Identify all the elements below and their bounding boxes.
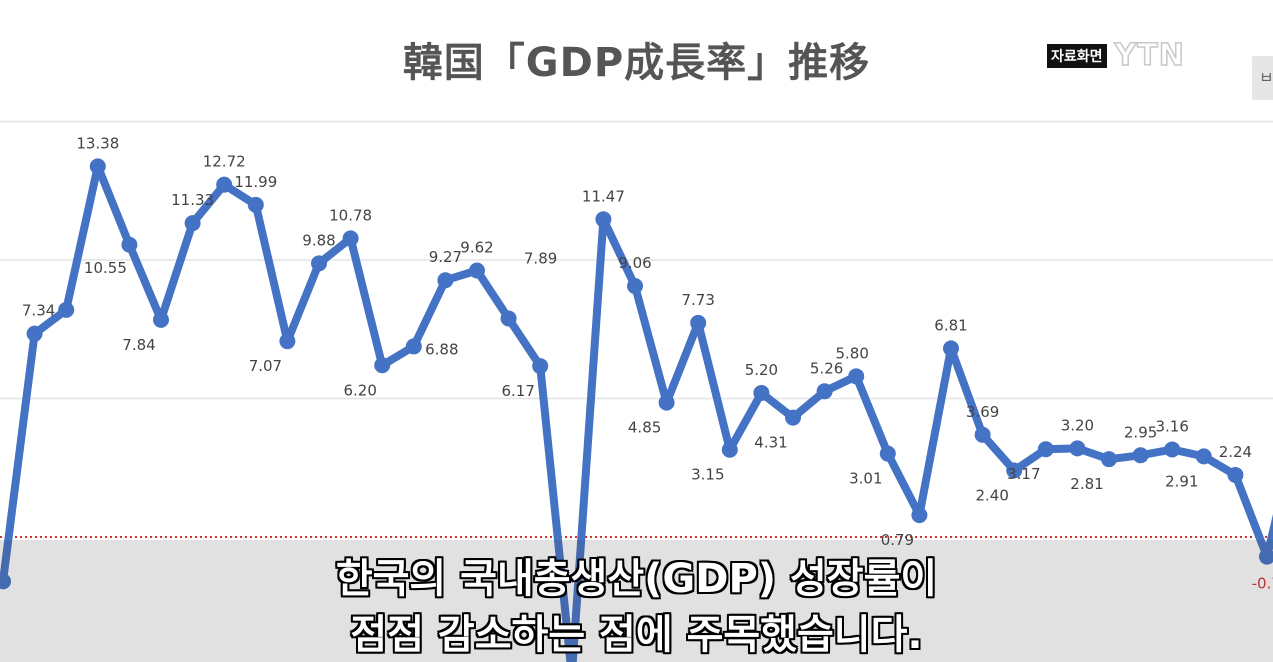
data-label: 7.07 bbox=[249, 357, 282, 375]
data-point bbox=[627, 278, 643, 295]
data-label: 2.40 bbox=[975, 487, 1008, 505]
data-label: 3.16 bbox=[1155, 417, 1188, 435]
data-label: 9.06 bbox=[618, 254, 651, 272]
data-label: 7.34 bbox=[22, 302, 55, 320]
data-point bbox=[658, 394, 675, 411]
data-label: 6.20 bbox=[343, 381, 376, 399]
data-point bbox=[753, 384, 770, 401]
data-point bbox=[89, 158, 106, 175]
data-label: 9.62 bbox=[460, 239, 493, 257]
data-point bbox=[58, 301, 75, 318]
data-point bbox=[405, 338, 422, 355]
data-point bbox=[311, 255, 327, 272]
broadcaster-logo: YTN bbox=[1114, 37, 1185, 74]
side-tab: ㅂ bbox=[1252, 56, 1273, 100]
chart-title: 韓国「GDP成長率」推移 bbox=[402, 40, 871, 86]
data-label: 3.20 bbox=[1061, 416, 1094, 434]
data-label: 9.27 bbox=[429, 248, 462, 266]
data-label: 3.69 bbox=[966, 403, 999, 421]
data-point bbox=[1069, 440, 1086, 457]
broadcaster-branding: 자료화면 YTN bbox=[1047, 37, 1185, 74]
data-label: 6.17 bbox=[501, 382, 534, 400]
data-label: 2.81 bbox=[1070, 475, 1103, 493]
data-label: 7.73 bbox=[681, 291, 714, 309]
data-label: 5.80 bbox=[835, 344, 868, 362]
gridlines bbox=[0, 120, 1273, 400]
data-point bbox=[1227, 466, 1244, 483]
data-point bbox=[721, 441, 738, 458]
caption-line-1: 한국의 국내총생산(GDP) 성장률이 bbox=[335, 556, 938, 602]
data-label: 0.79 bbox=[881, 531, 914, 549]
data-point bbox=[500, 310, 517, 327]
data-point bbox=[153, 311, 169, 328]
data-label: 12.72 bbox=[203, 153, 246, 171]
data-point bbox=[374, 357, 391, 374]
source-badge: 자료화면 bbox=[1047, 43, 1107, 68]
data-label: 10.55 bbox=[84, 259, 127, 277]
data-label: 6.81 bbox=[934, 316, 967, 334]
data-label: 2.24 bbox=[1219, 443, 1252, 461]
data-label: 4.85 bbox=[628, 419, 661, 437]
data-label: 4.31 bbox=[754, 434, 787, 452]
data-point bbox=[974, 426, 991, 443]
data-points bbox=[0, 158, 1273, 590]
data-point bbox=[595, 211, 612, 228]
data-point bbox=[1101, 451, 1117, 468]
data-label: 3.15 bbox=[691, 466, 724, 484]
data-point bbox=[437, 272, 454, 289]
data-point bbox=[121, 236, 138, 253]
data-point bbox=[216, 176, 233, 193]
data-point bbox=[279, 333, 296, 350]
data-point bbox=[690, 314, 707, 331]
data-label: -0.71 bbox=[1252, 575, 1273, 593]
data-point bbox=[1006, 462, 1023, 479]
data-point bbox=[848, 368, 865, 385]
data-label: 13.38 bbox=[76, 134, 119, 152]
data-point bbox=[1259, 548, 1273, 565]
data-label: 3.01 bbox=[849, 470, 882, 488]
data-label: 7.84 bbox=[122, 336, 155, 354]
data-point bbox=[943, 340, 959, 357]
data-label: 2.95 bbox=[1124, 423, 1157, 441]
data-point bbox=[1195, 448, 1212, 465]
data-point bbox=[26, 325, 43, 342]
data-point bbox=[816, 383, 833, 400]
data-point bbox=[532, 358, 549, 375]
data-point bbox=[1164, 441, 1181, 458]
side-tab-label: ㅂ bbox=[1259, 68, 1273, 87]
data-point bbox=[342, 230, 359, 247]
data-point bbox=[184, 215, 201, 232]
data-point bbox=[1132, 447, 1149, 464]
subtitle-band bbox=[0, 540, 1273, 662]
data-point bbox=[911, 507, 928, 524]
data-label: 2.91 bbox=[1165, 472, 1198, 490]
data-point bbox=[469, 262, 485, 279]
data-point bbox=[0, 573, 11, 590]
data-labels: 7.34 13.38 10.55 7.84 11.33 12.72 11.99 7.07 9.8… bbox=[22, 134, 1273, 592]
data-label: 9.88 bbox=[302, 231, 335, 249]
data-label: 5.20 bbox=[745, 361, 778, 379]
data-point bbox=[1037, 441, 1054, 458]
data-label: 11.99 bbox=[234, 173, 277, 191]
data-label: 10.78 bbox=[329, 206, 372, 224]
data-label: 3.17 bbox=[1007, 465, 1040, 483]
data-label: 6.88 bbox=[425, 340, 458, 358]
data-label: 11.47 bbox=[582, 187, 625, 205]
data-point bbox=[247, 196, 264, 213]
caption-line-2: 점점 감소하는 점에 주목했습니다. bbox=[350, 612, 923, 658]
data-label: 5.26 bbox=[810, 359, 843, 377]
data-point bbox=[785, 409, 801, 426]
data-point bbox=[879, 445, 896, 462]
data-label: 11.33 bbox=[171, 191, 214, 209]
data-label: 7.89 bbox=[524, 249, 557, 267]
